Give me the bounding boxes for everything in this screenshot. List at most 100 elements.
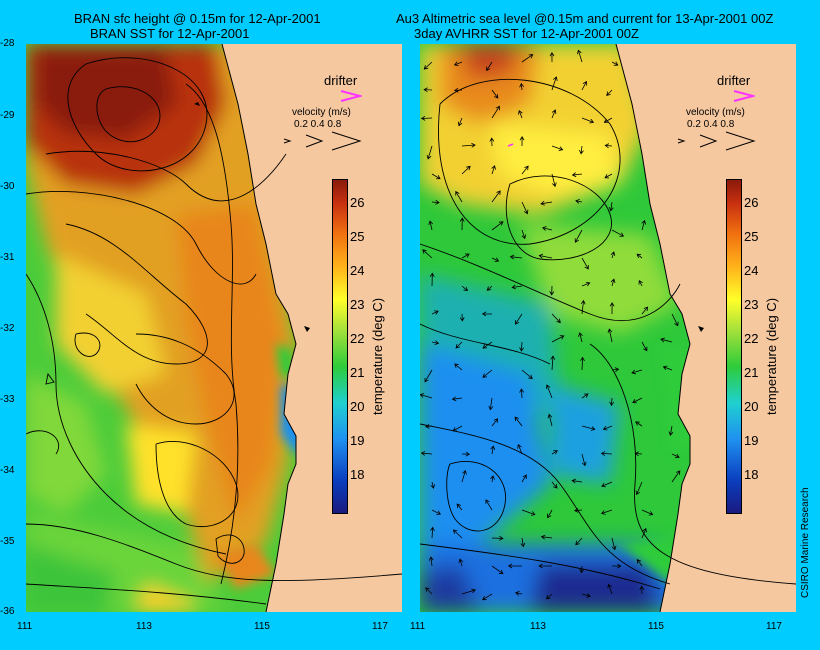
current-vector-arrow	[549, 51, 555, 63]
lon-label: 117	[372, 621, 388, 632]
current-vector-arrow	[575, 199, 583, 204]
current-vector-arrow	[609, 397, 615, 407]
current-vector-arrow	[424, 369, 433, 383]
current-vector-arrow	[521, 201, 529, 215]
current-vector-arrow	[610, 278, 616, 287]
current-vector-arrow	[431, 509, 441, 515]
current-vector-arrow	[549, 285, 555, 296]
colorbar-tick: 19	[350, 433, 365, 448]
current-vector-arrow	[426, 145, 433, 160]
current-vector-arrow	[671, 313, 679, 327]
lat-label: -33	[0, 394, 15, 405]
drifter-legend-label: drifter	[717, 73, 751, 88]
current-vector-arrow	[668, 425, 674, 436]
current-vector-arrow	[490, 445, 496, 455]
lon-label: 113	[530, 621, 546, 632]
lon-label: 111	[17, 621, 33, 632]
current-vector-arrow	[606, 89, 613, 96]
velocity-scale-arrows	[677, 131, 756, 151]
current-vector-arrow	[488, 397, 494, 411]
current-vector-arrow	[423, 87, 433, 93]
current-vector-arrow	[636, 559, 643, 567]
velocity-legend-label: velocity (m/s)	[686, 107, 745, 118]
left-sst-map	[26, 44, 402, 612]
current-vector-arrow	[581, 257, 589, 270]
lat-label: -34	[0, 465, 15, 476]
current-vector-arrow	[609, 302, 615, 315]
lat-label: -31	[0, 252, 15, 263]
current-vector-arrow	[481, 311, 493, 317]
current-vector-arrow	[491, 190, 501, 203]
lon-label: 115	[254, 621, 270, 632]
current-vector-arrow	[608, 201, 614, 212]
current-vector-arrow	[611, 61, 619, 66]
lon-label: 117	[766, 621, 782, 632]
colorbar-tick: 24	[744, 263, 759, 278]
current-vector-arrow	[425, 423, 433, 429]
current-vector-arrow	[610, 251, 616, 259]
current-vector-arrow	[578, 332, 583, 343]
current-vector-arrow	[420, 450, 433, 456]
current-vector-arrow	[451, 396, 463, 402]
current-vector-arrow	[511, 284, 523, 290]
current-vector-arrow	[540, 534, 553, 540]
current-vector-arrow	[431, 199, 440, 205]
current-vector-arrow	[541, 226, 553, 231]
current-vector-arrow	[635, 481, 643, 496]
current-vector-arrow	[521, 165, 529, 175]
current-vector-arrow	[579, 145, 584, 155]
lat-label: -32	[0, 323, 15, 334]
current-vector-arrow	[641, 219, 647, 231]
current-vector-arrow	[517, 443, 523, 455]
colorbar-tick: 25	[744, 229, 759, 244]
current-vector-arrow	[641, 509, 654, 516]
lat-label: -29	[0, 110, 15, 121]
current-vector-arrow	[491, 535, 504, 541]
current-vector-arrow	[519, 136, 525, 147]
right-title-1: Au3 Altimetric sea level @0.15m and curr…	[396, 11, 774, 26]
current-vector-arrow	[545, 384, 553, 399]
lat-label: -28	[0, 38, 15, 49]
current-vector-arrow	[538, 563, 553, 569]
velocity-legend-values: 0.2 0.4 0.8	[294, 119, 342, 130]
drifter-arrow-icon	[733, 90, 755, 102]
current-vector-arrow	[430, 481, 436, 489]
current-vector-arrow	[581, 453, 587, 467]
current-vector-arrow	[545, 593, 553, 600]
current-vector-arrow	[577, 49, 583, 63]
colorbar-tick: 18	[350, 467, 365, 482]
current-vector-arrow	[521, 54, 534, 63]
colorbar-tick: 25	[350, 229, 365, 244]
current-vector-arrow	[521, 369, 533, 380]
current-vector-arrow	[482, 593, 493, 601]
current-vector-arrow	[491, 89, 499, 99]
current-vector-arrow	[635, 421, 643, 427]
lon-label: 113	[136, 621, 152, 632]
colorbar-tick: 20	[744, 399, 759, 414]
lat-label: -35	[0, 536, 15, 547]
drifter-legend-label: drifter	[324, 73, 358, 88]
current-vector-arrow	[632, 397, 643, 404]
current-vector-arrow	[547, 509, 553, 519]
current-vector-arrow	[660, 337, 673, 343]
current-vector-arrow	[461, 142, 476, 148]
current-vector-arrow	[571, 478, 583, 484]
current-vector-arrow	[604, 143, 613, 149]
current-vector-arrow	[420, 115, 433, 121]
current-vector-arrow	[611, 563, 622, 569]
current-vector-arrow	[520, 537, 526, 548]
current-vector-arrow	[455, 341, 463, 349]
current-vector-arrow	[457, 117, 463, 127]
current-vector-arrow	[486, 61, 493, 72]
current-vector-arrow	[600, 451, 613, 456]
current-vector-arrow	[573, 507, 583, 513]
current-vector-arrow	[489, 137, 495, 147]
current-vector-arrow	[581, 117, 595, 124]
current-vector-arrow	[519, 341, 525, 352]
current-vector-arrow	[581, 593, 591, 598]
current-vector-arrow	[431, 340, 440, 346]
current-vector-arrow	[641, 341, 648, 352]
current-vector-arrow	[575, 537, 583, 546]
current-vector-arrow	[611, 229, 625, 237]
colorbar-tick: 22	[350, 331, 365, 346]
